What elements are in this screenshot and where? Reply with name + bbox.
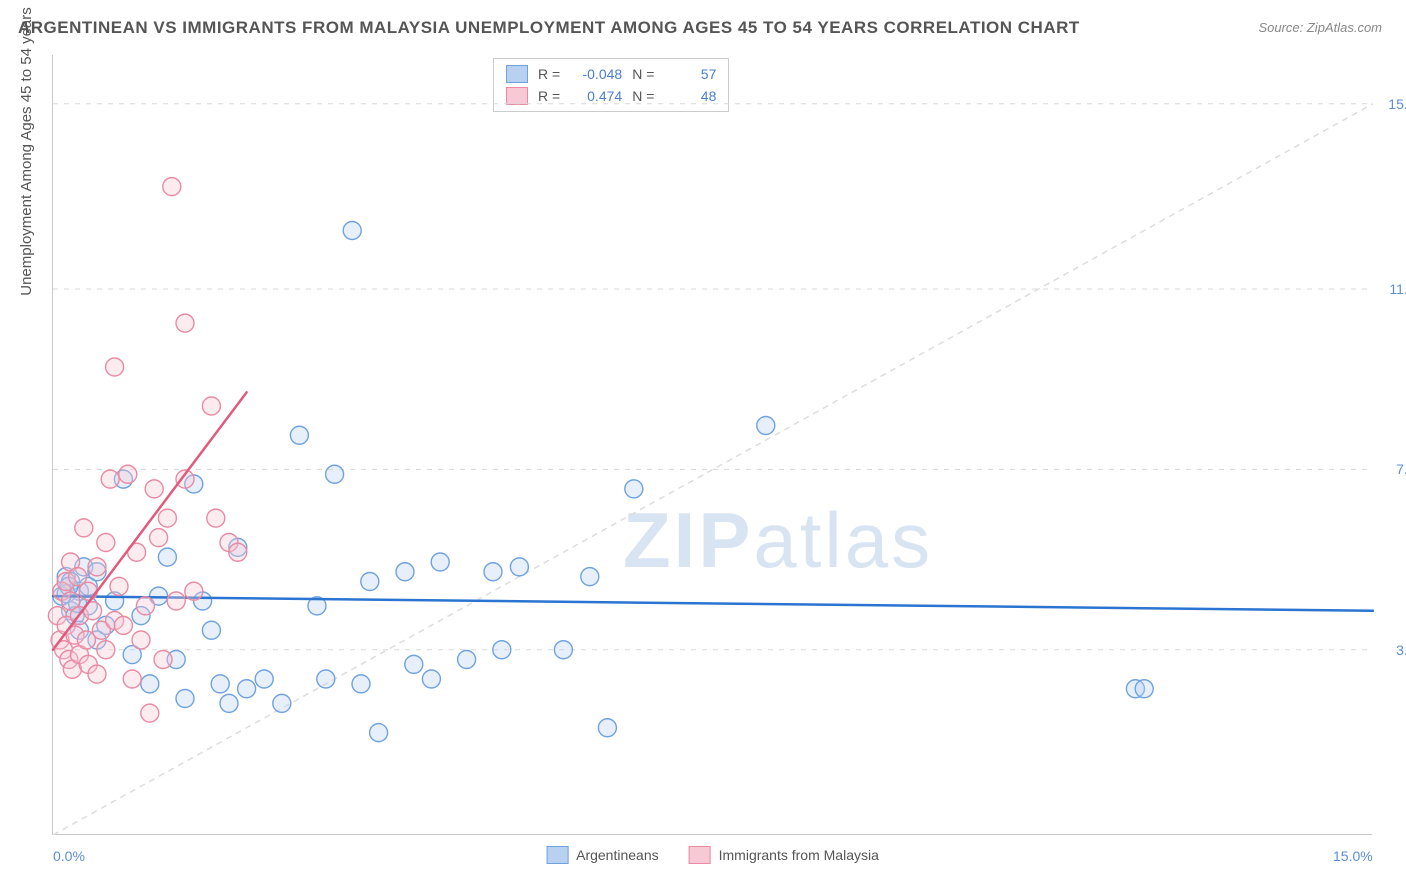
legend-item: Argentineans [546, 846, 659, 864]
bottom-legend: Argentineans Immigrants from Malaysia [546, 846, 879, 864]
chart-area: ZIPatlas R = -0.048 N = 57 R = 0.474 N =… [52, 55, 1372, 835]
swatch-icon [546, 846, 568, 864]
y-tick-label: 15.0% [1388, 96, 1406, 112]
chart-title: ARGENTINEAN VS IMMIGRANTS FROM MALAYSIA … [18, 18, 1080, 38]
legend-label: Argentineans [576, 847, 659, 863]
legend-item: Immigrants from Malaysia [689, 846, 879, 864]
y-axis-label: Unemployment Among Ages 45 to 54 years [18, 7, 35, 296]
scatter-plot [53, 55, 1372, 834]
y-tick-label: 3.8% [1396, 642, 1406, 658]
swatch-icon [689, 846, 711, 864]
x-tick-label: 0.0% [53, 848, 85, 864]
y-tick-label: 7.5% [1396, 461, 1406, 477]
legend-label: Immigrants from Malaysia [719, 847, 879, 863]
x-tick-label: 15.0% [1333, 848, 1373, 864]
source-label: Source: ZipAtlas.com [1258, 20, 1382, 35]
y-tick-label: 11.2% [1389, 281, 1406, 297]
